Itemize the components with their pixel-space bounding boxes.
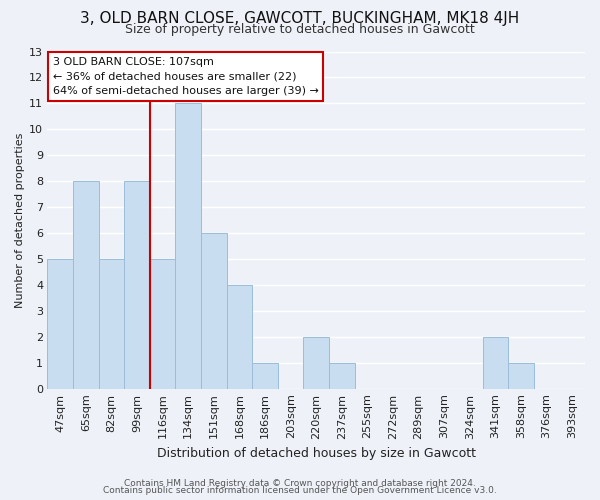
Bar <box>98 260 124 390</box>
Bar <box>508 364 534 390</box>
Bar <box>304 338 329 390</box>
Bar <box>201 234 227 390</box>
Text: Contains HM Land Registry data © Crown copyright and database right 2024.: Contains HM Land Registry data © Crown c… <box>124 479 476 488</box>
Y-axis label: Number of detached properties: Number of detached properties <box>15 132 25 308</box>
Bar <box>47 260 73 390</box>
Bar <box>73 182 98 390</box>
Text: 3 OLD BARN CLOSE: 107sqm
← 36% of detached houses are smaller (22)
64% of semi-d: 3 OLD BARN CLOSE: 107sqm ← 36% of detach… <box>53 56 319 96</box>
Bar <box>252 364 278 390</box>
Bar <box>150 260 175 390</box>
Text: Contains public sector information licensed under the Open Government Licence v3: Contains public sector information licen… <box>103 486 497 495</box>
Bar <box>227 286 252 390</box>
Bar <box>329 364 355 390</box>
Bar <box>482 338 508 390</box>
Bar <box>124 182 150 390</box>
X-axis label: Distribution of detached houses by size in Gawcott: Distribution of detached houses by size … <box>157 447 476 460</box>
Bar <box>175 104 201 390</box>
Text: 3, OLD BARN CLOSE, GAWCOTT, BUCKINGHAM, MK18 4JH: 3, OLD BARN CLOSE, GAWCOTT, BUCKINGHAM, … <box>80 11 520 26</box>
Text: Size of property relative to detached houses in Gawcott: Size of property relative to detached ho… <box>125 22 475 36</box>
